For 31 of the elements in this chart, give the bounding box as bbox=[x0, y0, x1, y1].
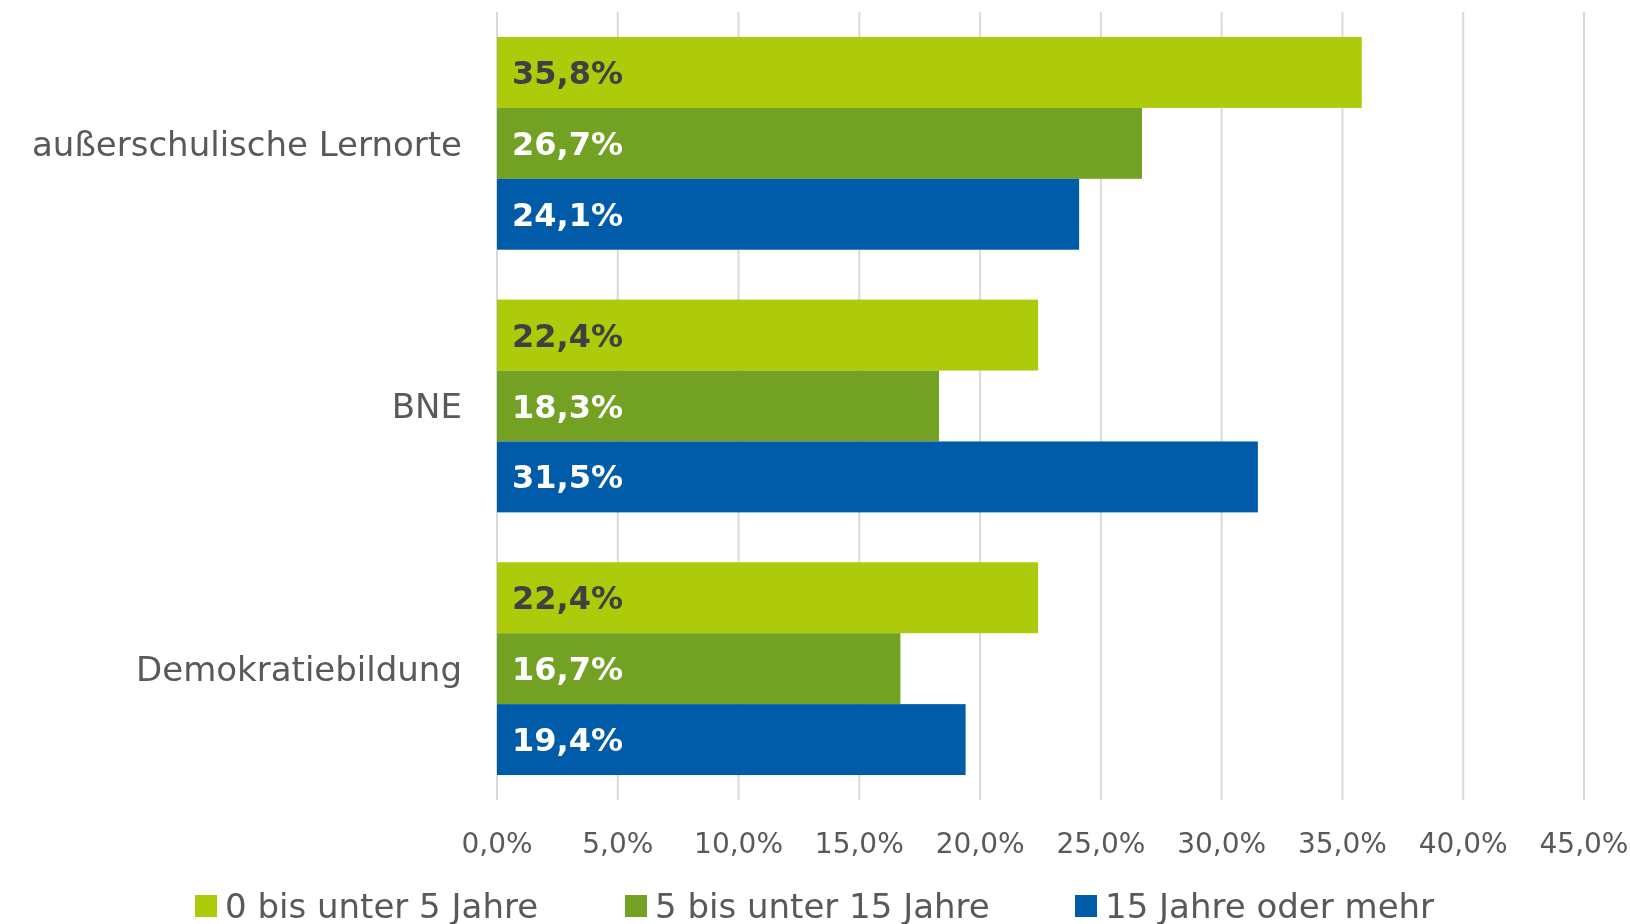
x-tick-label: 40,0% bbox=[1418, 827, 1508, 861]
x-tick-label: 15,0% bbox=[814, 827, 904, 861]
data-label: 31,5% bbox=[512, 458, 624, 497]
x-tick-label: 20,0% bbox=[935, 827, 1025, 861]
bar bbox=[497, 299, 1039, 371]
bar bbox=[497, 36, 1362, 108]
x-tick-label: 5,0% bbox=[582, 827, 654, 861]
data-label: 24,1% bbox=[512, 195, 624, 234]
x-tick-label: 30,0% bbox=[1177, 827, 1267, 861]
x-tick-label: 0,0% bbox=[461, 827, 533, 861]
bar bbox=[497, 370, 940, 442]
x-tick-label: 25,0% bbox=[1056, 827, 1146, 861]
data-label: 26,7% bbox=[512, 124, 624, 163]
data-label: 19,4% bbox=[512, 721, 624, 760]
bar bbox=[497, 704, 966, 776]
y-tick-label: Demokratiebildung bbox=[136, 648, 462, 689]
x-tick-label: 10,0% bbox=[694, 827, 784, 861]
bar bbox=[497, 562, 1039, 634]
bar bbox=[497, 441, 1258, 513]
x-tick-label: 45,0% bbox=[1539, 827, 1629, 861]
y-tick-label: BNE bbox=[391, 386, 462, 427]
data-label: 22,4% bbox=[512, 316, 624, 355]
bar bbox=[497, 633, 901, 705]
x-tick-label: 35,0% bbox=[1297, 827, 1387, 861]
y-tick-label: außerschulische Lernorte bbox=[32, 123, 462, 164]
data-label: 16,7% bbox=[512, 650, 624, 689]
bar bbox=[497, 107, 1142, 179]
data-label: 18,3% bbox=[512, 387, 624, 426]
data-label: 35,8% bbox=[512, 53, 624, 92]
bar bbox=[497, 178, 1080, 250]
data-label: 22,4% bbox=[512, 579, 624, 618]
